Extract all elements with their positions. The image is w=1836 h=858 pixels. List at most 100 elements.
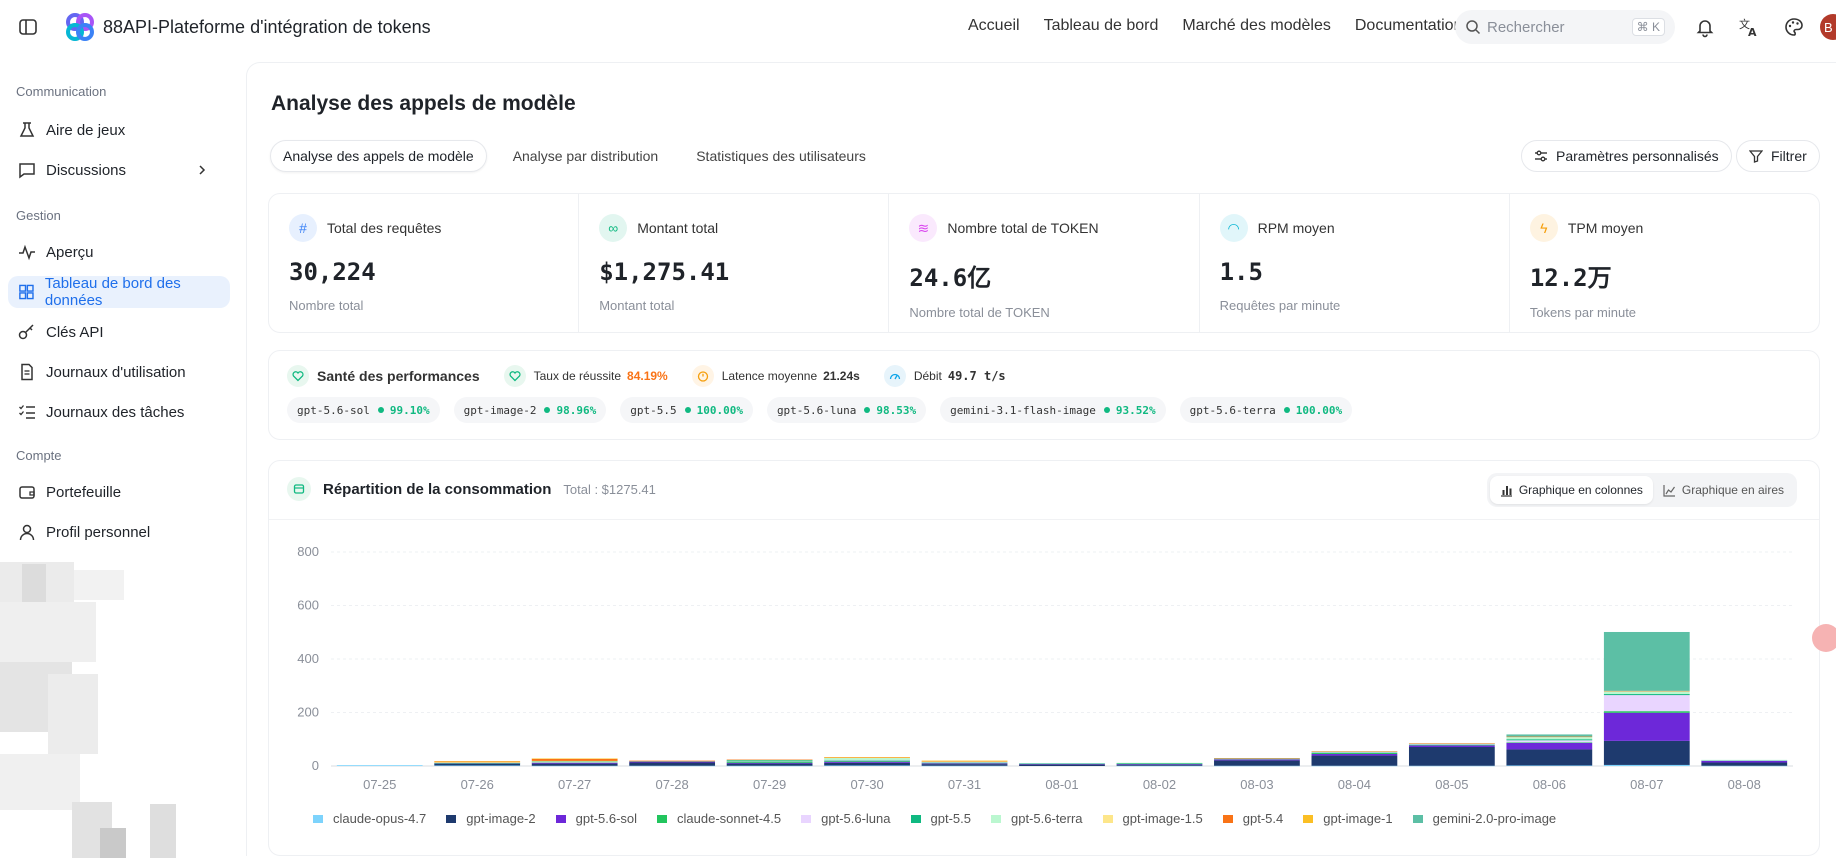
bar-segment[interactable] [921, 761, 1008, 763]
bar-segment[interactable] [629, 762, 716, 766]
nav-dashboard[interactable]: Tableau de bord [1043, 17, 1159, 34]
bar-segment[interactable] [1408, 743, 1495, 745]
bar-segment[interactable] [824, 762, 910, 766]
sidebar-toggle-icon[interactable] [18, 17, 38, 37]
legend-item[interactable]: gemini-2.0-pro-image [1412, 811, 1556, 826]
bar-segment[interactable] [434, 762, 521, 764]
bar-segment[interactable] [336, 765, 423, 766]
custom-params-button[interactable]: Paramètres personnalisés [1521, 140, 1732, 172]
filter-button[interactable]: Filtrer [1736, 140, 1820, 172]
bar-segment[interactable] [921, 760, 1008, 762]
bar-segment[interactable] [1603, 631, 1690, 691]
sidebar-item-wallet[interactable]: Portefeuille [8, 476, 230, 508]
bar-segment[interactable] [434, 763, 521, 764]
nav-models-market[interactable]: Marché des modèles [1182, 17, 1331, 34]
sidebar-item-playground[interactable]: Aire de jeux [8, 114, 230, 146]
bar-segment[interactable] [921, 764, 1008, 766]
tab-model-calls[interactable]: Analyse des appels de modèle [270, 140, 487, 172]
bar-segment[interactable] [629, 765, 716, 767]
sidebar-item-discussions[interactable]: Discussions [8, 154, 230, 186]
bar-segment[interactable] [726, 765, 813, 767]
search-input[interactable]: Rechercher ⌘ K [1455, 10, 1675, 44]
bar-segment[interactable] [1311, 755, 1398, 766]
legend-item[interactable]: gpt-5.6-terra [990, 811, 1083, 826]
avatar[interactable]: B [1820, 14, 1836, 40]
legend-item[interactable]: gpt-5.5 [910, 811, 971, 826]
area-chart-option[interactable]: Graphique en aires [1653, 476, 1794, 504]
bar-segment[interactable] [1603, 712, 1690, 741]
nav-home[interactable]: Accueil [968, 17, 1020, 34]
bar-segment[interactable] [531, 765, 618, 767]
bar-segment[interactable] [1408, 743, 1495, 744]
legend-item[interactable]: gpt-5.6-luna [801, 811, 891, 826]
bar-segment[interactable] [531, 762, 618, 764]
translate-float-icon[interactable] [1812, 624, 1836, 652]
bar-segment[interactable] [1311, 751, 1398, 753]
bell-icon[interactable] [1694, 16, 1716, 38]
bar-segment[interactable] [824, 759, 910, 761]
translate-icon[interactable]: 文 A [1738, 16, 1760, 38]
bar-segment[interactable] [1506, 737, 1593, 740]
bar-segment[interactable] [1214, 765, 1300, 767]
bar-segment[interactable] [1019, 763, 1105, 764]
bar-segment[interactable] [824, 760, 910, 761]
bar-segment[interactable] [1214, 760, 1300, 766]
bar-segment[interactable] [1701, 760, 1788, 761]
bar-segment[interactable] [531, 761, 618, 762]
bar-chart-option[interactable]: Graphique en colonnes [1489, 476, 1653, 504]
bar-segment[interactable] [824, 757, 910, 758]
bar-segment[interactable] [1311, 752, 1398, 754]
bar-segment[interactable] [1214, 758, 1300, 760]
bar-segment[interactable] [824, 761, 910, 763]
bar-segment[interactable] [1214, 758, 1300, 760]
sidebar-item-api-keys[interactable]: Clés API [8, 316, 230, 348]
legend-item[interactable]: claude-sonnet-4.5 [657, 811, 781, 826]
bar-segment[interactable] [531, 761, 618, 763]
bar-segment[interactable] [726, 763, 813, 766]
bar-segment[interactable] [1408, 744, 1495, 745]
bar-segment[interactable] [1116, 763, 1203, 765]
sidebar-item-overview[interactable]: Aperçu [8, 236, 230, 268]
bar-segment[interactable] [434, 763, 521, 764]
bar-segment[interactable] [629, 761, 716, 762]
bar-segment[interactable] [726, 761, 813, 763]
bar-segment[interactable] [1408, 765, 1495, 767]
bar-segment[interactable] [434, 762, 521, 764]
sidebar-item-usage-logs[interactable]: Journaux d'utilisation [8, 356, 230, 388]
bar-segment[interactable] [921, 761, 1008, 763]
bar-segment[interactable] [1116, 765, 1203, 767]
bar-segment[interactable] [921, 762, 1008, 764]
bar-segment[interactable] [1408, 743, 1495, 745]
bar-segment[interactable] [629, 760, 716, 762]
bar-segment[interactable] [1214, 759, 1300, 761]
bar-segment[interactable] [726, 761, 813, 762]
bar-segment[interactable] [1408, 747, 1495, 766]
bar-segment[interactable] [921, 762, 1008, 764]
bar-segment[interactable] [1603, 690, 1690, 692]
bar-segment[interactable] [1603, 740, 1690, 765]
bar-segment[interactable] [434, 761, 521, 762]
legend-item[interactable]: gpt-image-1.5 [1102, 811, 1203, 826]
bar-segment[interactable] [1408, 744, 1495, 746]
bar-segment[interactable] [434, 763, 521, 766]
sidebar-item-profile[interactable]: Profil personnel [8, 516, 230, 548]
bar-segment[interactable] [434, 761, 521, 763]
bar-segment[interactable] [434, 762, 521, 763]
bar-segment[interactable] [1311, 752, 1398, 753]
bar-segment[interactable] [531, 758, 618, 760]
bar-segment[interactable] [1603, 764, 1690, 766]
nav-documentation[interactable]: Documentation [1354, 17, 1463, 34]
bar-segment[interactable] [531, 763, 618, 766]
bar-segment[interactable] [1506, 742, 1593, 743]
bar-segment[interactable] [1311, 753, 1398, 756]
bar-segment[interactable] [726, 759, 813, 761]
bar-segment[interactable] [824, 757, 910, 760]
tab-user-stats[interactable]: Statistiques des utilisateurs [696, 148, 866, 164]
bar-segment[interactable] [531, 760, 618, 762]
bar-segment[interactable] [824, 765, 910, 766]
bar-segment[interactable] [531, 758, 618, 761]
bar-segment[interactable] [1603, 711, 1690, 713]
bar-segment[interactable] [824, 760, 910, 762]
bar-segment[interactable] [1506, 739, 1593, 741]
bar-segment[interactable] [726, 759, 813, 761]
